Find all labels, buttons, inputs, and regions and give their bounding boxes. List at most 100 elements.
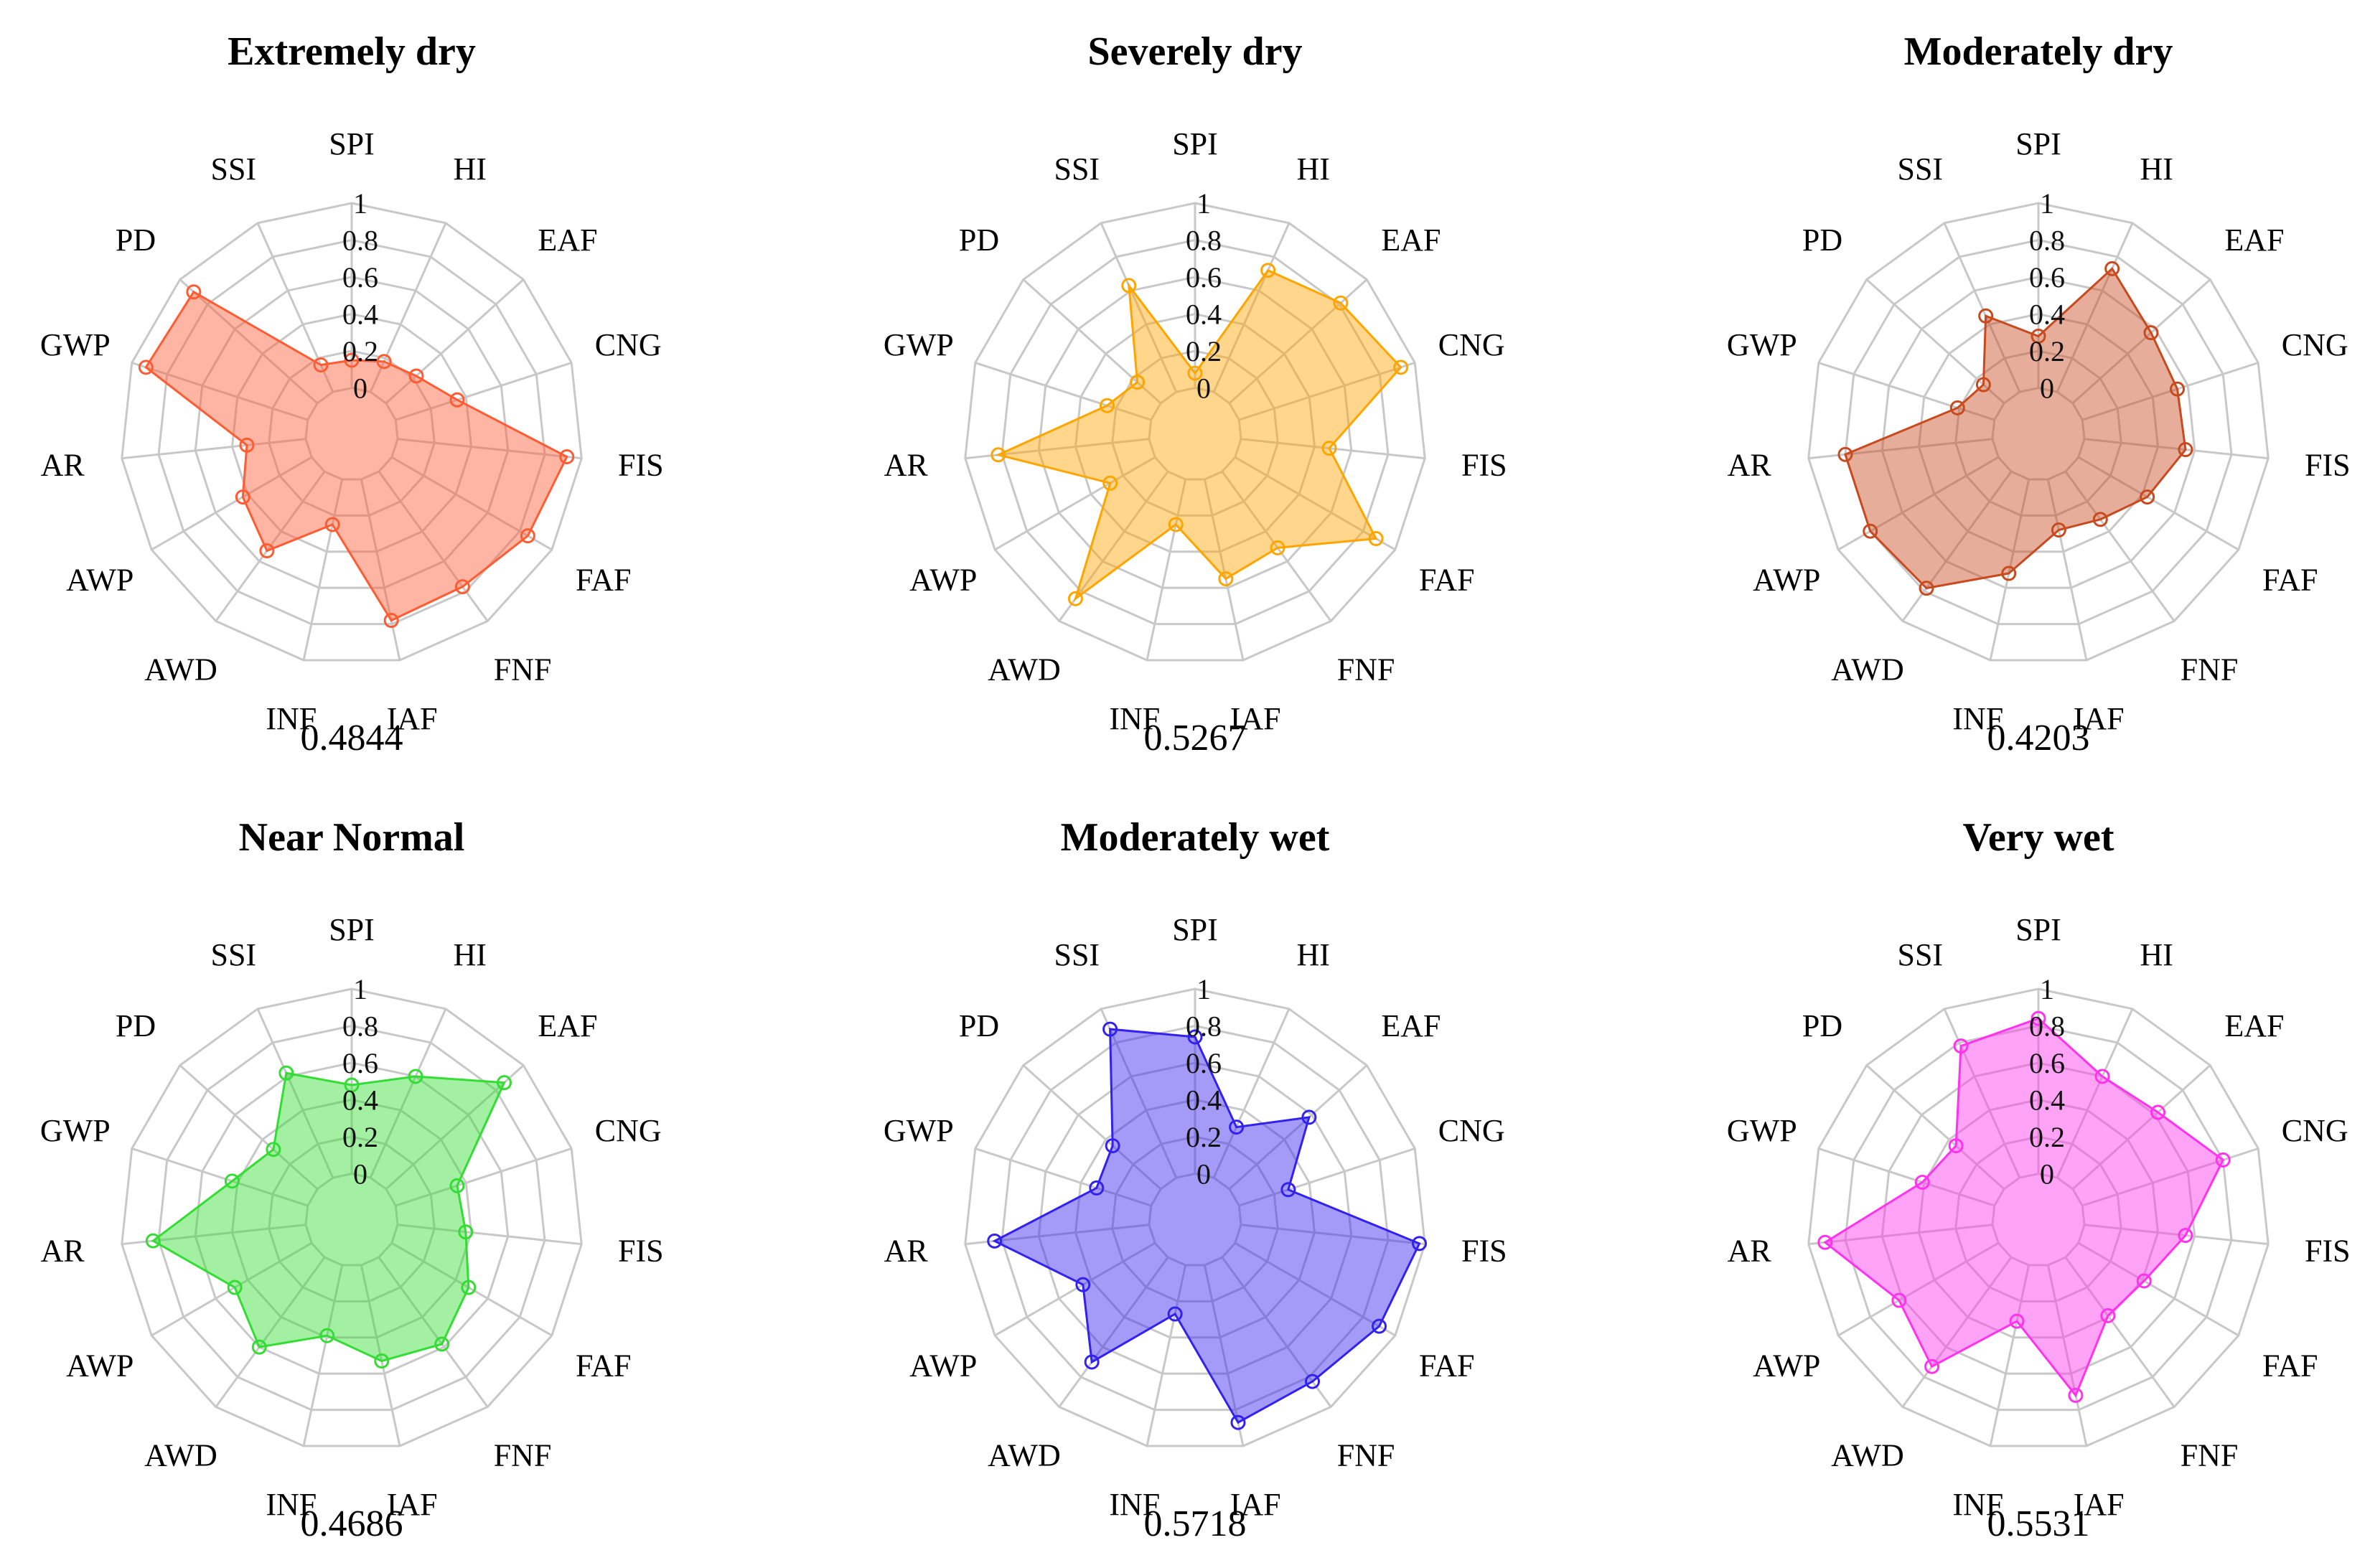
axis-label-inf: INF bbox=[1952, 1487, 2003, 1522]
data-point-ar bbox=[145, 1233, 161, 1249]
grid-ring bbox=[1917, 313, 2160, 553]
axis-label-cng: CNG bbox=[2282, 327, 2348, 362]
data-point-hi bbox=[408, 1069, 423, 1084]
grid-spoke bbox=[2084, 1224, 2269, 1246]
data-point-faf bbox=[1368, 531, 1384, 547]
data-point-hi bbox=[1229, 1119, 1245, 1135]
data-point-ssi bbox=[1102, 1021, 1118, 1037]
data-point-spi bbox=[344, 1077, 360, 1093]
grid-spoke bbox=[395, 362, 572, 421]
panel-score: 0.5718 bbox=[1144, 1503, 1247, 1544]
data-area bbox=[992, 1028, 1421, 1424]
grid-spoke bbox=[256, 1008, 334, 1178]
axis-label-awp: AWP bbox=[909, 563, 977, 598]
axis-label-eaf: EAF bbox=[1381, 222, 1441, 258]
grid-ring bbox=[194, 276, 510, 589]
axis-label-cng: CNG bbox=[595, 327, 662, 362]
axis-label-fnf: FNF bbox=[2181, 652, 2239, 687]
tick-label: 0 bbox=[353, 372, 367, 405]
axis-label-fnf: FNF bbox=[1337, 1438, 1395, 1473]
data-point-faf bbox=[461, 1280, 477, 1295]
tick-label: 1 bbox=[353, 187, 367, 220]
axis-label-pd: PD bbox=[116, 1008, 156, 1043]
data-point-awp bbox=[227, 1280, 243, 1295]
grid-spoke bbox=[1146, 1264, 1187, 1447]
tick-label: 0 bbox=[2040, 372, 2054, 405]
data-point-pd bbox=[1975, 377, 1991, 393]
tick-label: 0 bbox=[1196, 372, 1211, 405]
grid-spoke bbox=[215, 1257, 326, 1408]
grid-spoke bbox=[1943, 1008, 2021, 1178]
grid-spoke bbox=[391, 1241, 553, 1337]
grid-ring bbox=[157, 1024, 546, 1412]
grid-spoke bbox=[1235, 1241, 1396, 1337]
grid-spoke bbox=[1818, 1147, 1995, 1207]
tick-label: 0.4 bbox=[2029, 1084, 2065, 1117]
tick-label: 0.8 bbox=[342, 1010, 378, 1043]
data-point-faf bbox=[1372, 1318, 1387, 1334]
axis-label-ssi: SSI bbox=[210, 937, 256, 972]
data-point-eaf bbox=[496, 1075, 512, 1091]
grid-ring bbox=[1844, 238, 2233, 626]
data-point-pd bbox=[1130, 375, 1146, 390]
axis-label-ar: AR bbox=[1728, 447, 1772, 482]
axis-label-gwp: GWP bbox=[40, 1113, 111, 1148]
grid-spoke bbox=[1238, 362, 1415, 421]
axis-label-ar: AR bbox=[41, 1233, 85, 1268]
axis-label-awp: AWP bbox=[66, 563, 134, 598]
data-point-inf bbox=[2009, 1313, 2025, 1329]
tick-label: 1 bbox=[2040, 973, 2054, 1005]
data-point-ar bbox=[1817, 1234, 1833, 1250]
axis-label-pd: PD bbox=[116, 222, 156, 258]
axis-label-fnf: FNF bbox=[494, 1438, 552, 1473]
data-point-iaf bbox=[1230, 1414, 1246, 1430]
grid-ring bbox=[230, 1099, 473, 1339]
grid-spoke bbox=[1221, 471, 1332, 622]
data-point-awp bbox=[1102, 475, 1118, 491]
axis-label-pd: PD bbox=[959, 222, 999, 258]
axis-label-iaf: IAF bbox=[1230, 701, 1281, 736]
grid-ring bbox=[1917, 1099, 2160, 1339]
grid-ring bbox=[1880, 276, 2196, 589]
panel-score: 0.4844 bbox=[301, 718, 403, 759]
axis-label-cng: CNG bbox=[595, 1113, 662, 1148]
axis-label-inf: INF bbox=[1952, 701, 2003, 736]
data-point-ssi bbox=[1121, 278, 1137, 294]
panel-title: Severely dry bbox=[1087, 29, 1302, 74]
tick-label: 0.2 bbox=[2029, 1121, 2065, 1153]
axis-label-inf: INF bbox=[1109, 701, 1160, 736]
grid-spoke bbox=[397, 438, 582, 460]
axis-label-awd: AWD bbox=[144, 652, 217, 687]
data-point-cng bbox=[1280, 1182, 1296, 1198]
grid-ring bbox=[268, 349, 436, 517]
data-point-fnf bbox=[2100, 1308, 2116, 1323]
data-point-ssi bbox=[278, 1065, 294, 1081]
tick-label: 0.8 bbox=[2029, 1010, 2065, 1043]
data-point-inf bbox=[2001, 565, 2017, 581]
data-point-faf bbox=[2140, 489, 2155, 505]
grid-spoke bbox=[1901, 471, 2013, 622]
axis-label-ssi: SSI bbox=[210, 151, 256, 187]
data-point-eaf bbox=[408, 368, 424, 384]
tick-label: 0 bbox=[353, 1158, 367, 1191]
panel-score: 0.5267 bbox=[1144, 718, 1247, 759]
data-point-fis bbox=[1321, 441, 1337, 456]
grid-ring bbox=[1074, 313, 1316, 553]
grid-spoke bbox=[1865, 278, 2005, 405]
grid-spoke bbox=[975, 1147, 1152, 1207]
axis-label-awp: AWP bbox=[909, 1348, 977, 1384]
tick-label: 0.2 bbox=[1186, 1121, 1222, 1153]
grid-spoke bbox=[2046, 1264, 2088, 1447]
grid-spoke bbox=[1238, 1147, 1415, 1207]
grid-ring bbox=[230, 313, 473, 553]
grid-ring bbox=[1880, 1061, 2196, 1375]
data-point-fis bbox=[1412, 1236, 1428, 1252]
data-point-hi bbox=[2104, 260, 2120, 276]
grid-spoke bbox=[2046, 479, 2088, 661]
axis-label-fnf: FNF bbox=[494, 652, 552, 687]
data-point-spi bbox=[1187, 1029, 1203, 1045]
grid-ring bbox=[964, 987, 1426, 1447]
tick-label: 0.6 bbox=[342, 261, 378, 294]
grid-spoke bbox=[391, 456, 553, 551]
tick-label: 1 bbox=[2040, 187, 2054, 220]
